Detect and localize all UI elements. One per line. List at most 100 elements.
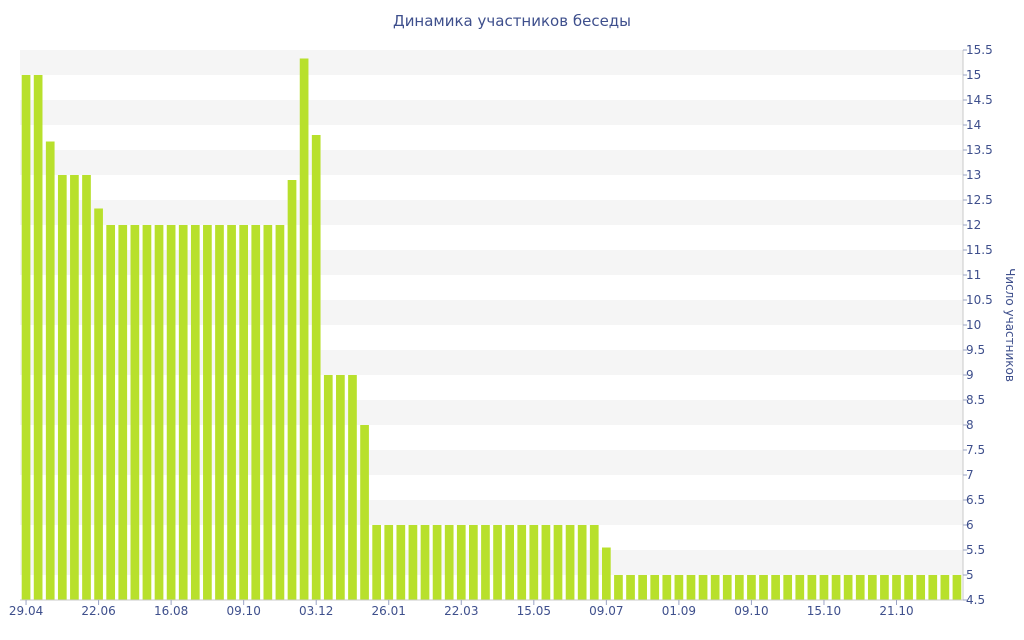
bar-series — [21, 58, 962, 600]
bar — [215, 225, 224, 600]
grid-band — [20, 550, 963, 575]
bar — [710, 575, 720, 600]
grid-band — [20, 400, 963, 425]
bar — [275, 225, 285, 600]
bar — [602, 547, 611, 600]
grid-band — [20, 200, 963, 225]
grid-band — [20, 450, 963, 475]
bar — [469, 525, 478, 600]
x-tick-label: 09.10 — [226, 604, 260, 618]
x-tick-label: 15.05 — [517, 604, 551, 618]
bar — [432, 525, 442, 600]
grid-band — [20, 300, 963, 325]
bar — [106, 225, 116, 600]
x-tick-label: 09.07 — [589, 604, 623, 618]
y-axis: 4.5 5 5.5 6 6.5 7 7.5 8 8.5 9 9.5 10 10.5 11 11.5 12 12.… — [962, 43, 993, 607]
y-tick-label: 11.5 — [966, 243, 993, 257]
bar — [880, 575, 889, 600]
grid-band — [20, 250, 963, 275]
bar — [360, 425, 369, 600]
x-tick-label: 21.10 — [879, 604, 913, 618]
grid-band — [20, 50, 963, 75]
bar — [807, 575, 817, 600]
bar — [263, 225, 273, 600]
bar — [420, 525, 430, 600]
bar — [662, 575, 672, 600]
y-axis-title: Число участников — [1003, 268, 1017, 382]
y-tick-label: 10 — [966, 318, 981, 332]
x-tick-label: 01.09 — [662, 604, 696, 618]
bar — [130, 225, 140, 600]
x-tick-label: 15.10 — [807, 604, 841, 618]
grid-band — [20, 150, 963, 175]
bar — [698, 575, 708, 600]
x-tick-label: 09.10 — [734, 604, 768, 618]
bar — [493, 525, 502, 600]
bar — [952, 575, 962, 600]
bar — [166, 225, 176, 600]
bar — [517, 525, 527, 600]
y-tick-label: 12.5 — [966, 193, 993, 207]
bar — [916, 575, 926, 600]
bar — [33, 75, 43, 600]
bar — [904, 575, 913, 600]
bar — [118, 225, 128, 600]
bar — [529, 525, 539, 600]
y-tick-label: 15.5 — [966, 43, 993, 57]
bar — [614, 575, 623, 600]
y-tick-label: 15 — [966, 68, 981, 82]
x-axis: 29.04 22.06 16.08 09.10 03.12 26.01 22.03 15.05… — [9, 599, 963, 618]
bar — [348, 375, 357, 600]
bar — [577, 525, 587, 600]
y-tick-label: 4.5 — [966, 593, 985, 607]
y-tick-label: 5 — [966, 568, 974, 582]
bar — [650, 575, 660, 600]
bar — [674, 575, 684, 600]
bar — [190, 225, 200, 600]
bar — [203, 225, 212, 600]
bar — [686, 575, 696, 600]
bar — [444, 525, 454, 600]
bar — [82, 175, 91, 600]
bar — [408, 525, 418, 600]
y-tick-label: 8 — [966, 418, 974, 432]
y-tick-label: 5.5 — [966, 543, 985, 557]
y-tick-label: 12 — [966, 218, 981, 232]
bar — [372, 525, 381, 600]
bar — [323, 375, 333, 600]
bar — [154, 225, 164, 600]
y-tick-label: 14 — [966, 118, 981, 132]
bar — [311, 135, 321, 600]
bar — [638, 575, 647, 600]
bar — [892, 575, 901, 600]
bar — [45, 141, 55, 600]
bar — [299, 58, 309, 600]
bar — [940, 575, 950, 600]
grid-bands — [20, 50, 963, 575]
bar — [867, 575, 877, 600]
bar — [70, 175, 79, 600]
bar — [843, 575, 853, 600]
bar — [795, 575, 805, 600]
grid-band — [20, 350, 963, 375]
bar — [855, 575, 865, 600]
bar — [505, 525, 514, 600]
bar — [57, 175, 67, 600]
bar — [626, 575, 635, 600]
y-tick-label: 13 — [966, 168, 981, 182]
bar — [21, 75, 31, 600]
bar — [734, 575, 744, 600]
bar — [819, 575, 829, 600]
y-tick-label: 9 — [966, 368, 974, 382]
bar — [142, 225, 152, 600]
bar — [239, 225, 249, 600]
bar — [783, 575, 793, 600]
bar — [541, 525, 551, 600]
bar — [722, 575, 732, 600]
y-tick-label: 6.5 — [966, 493, 985, 507]
x-tick-label: 29.04 — [9, 604, 43, 618]
x-tick-label: 03.12 — [299, 604, 333, 618]
bar — [553, 525, 563, 600]
x-tick-label: 22.06 — [81, 604, 115, 618]
bar — [565, 525, 575, 600]
